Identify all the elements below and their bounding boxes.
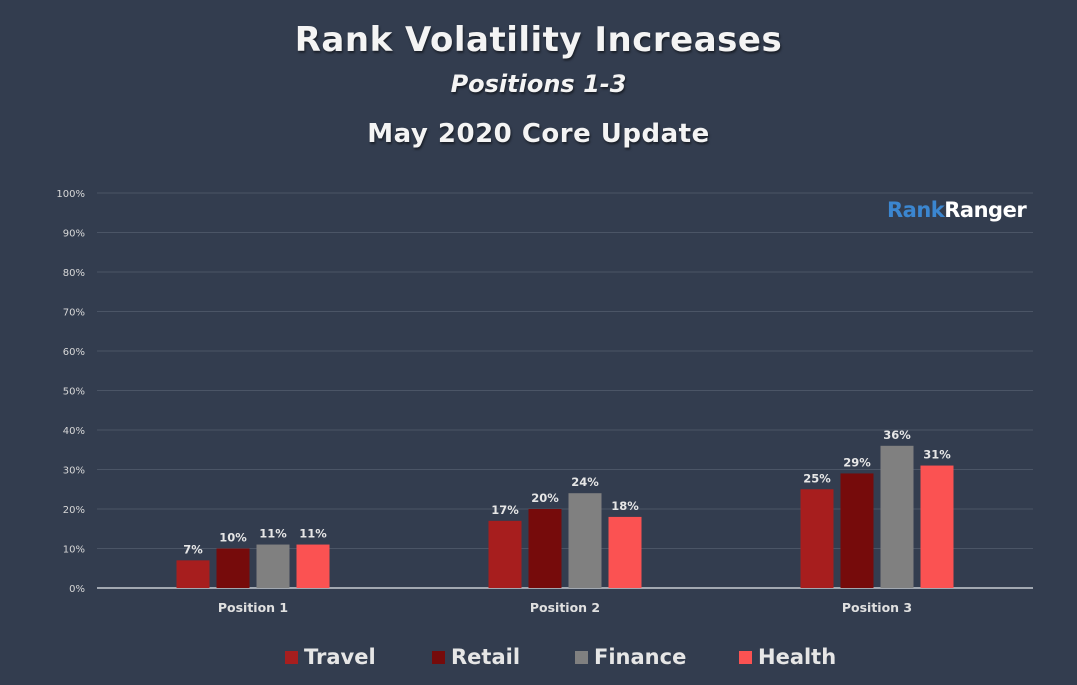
chart-title: Rank Volatility Increases <box>294 20 783 60</box>
bar <box>176 560 210 588</box>
legend-label: Finance <box>594 645 687 669</box>
y-tick-label: 50% <box>63 387 85 398</box>
legend-swatch <box>285 650 298 664</box>
data-label: 10% <box>219 531 247 545</box>
data-label: 36% <box>883 428 911 442</box>
legend-label: Health <box>758 645 837 669</box>
bars <box>176 445 954 588</box>
bar <box>528 509 562 588</box>
y-tick-label: 90% <box>63 229 85 240</box>
y-tick-label: 10% <box>63 545 85 556</box>
data-label: 11% <box>299 527 327 541</box>
rankranger-logo: RankRanger <box>887 198 1027 222</box>
data-label: 25% <box>803 471 831 485</box>
y-tick-label: 100% <box>56 189 85 200</box>
bar <box>296 544 330 588</box>
bar <box>608 516 642 588</box>
bar <box>800 489 834 588</box>
data-label: 11% <box>259 527 287 541</box>
data-label: 18% <box>611 499 639 513</box>
legend-label: Retail <box>451 645 521 669</box>
bar <box>568 493 602 588</box>
data-labels: 7% 10% 11% 11% 17% 20% 24% 18% 25% 29% 36% 31% <box>183 428 951 557</box>
gridlines <box>97 192 1033 589</box>
y-tick-label: 30% <box>63 466 85 477</box>
legend-swatch <box>575 650 588 664</box>
y-tick-label: 60% <box>63 347 85 358</box>
y-tick-label: 40% <box>63 426 85 437</box>
data-label: 20% <box>531 491 559 505</box>
data-label: 31% <box>923 448 951 462</box>
bar <box>488 520 522 588</box>
bar <box>216 548 250 588</box>
logo-part-ranger: Ranger <box>944 198 1027 222</box>
data-label: 29% <box>843 455 871 469</box>
x-tick-label: Position 2 <box>530 600 600 615</box>
y-tick-label: 20% <box>63 505 85 516</box>
bar <box>880 445 914 588</box>
bar <box>840 473 874 588</box>
y-tick-label: 80% <box>63 268 85 279</box>
data-label: 17% <box>491 503 519 517</box>
x-tick-label: Position 1 <box>218 600 288 615</box>
y-axis-ticks: 0% 10% 20% 30% 40% 50% 60% 70% 80% 90% 100% <box>56 189 85 595</box>
x-axis-ticks: Position 1 Position 2 Position 3 <box>218 600 912 615</box>
chart-subtitle: Positions 1-3 <box>450 70 627 98</box>
legend-item: Travel <box>285 645 376 669</box>
bar <box>920 465 954 588</box>
data-label: 7% <box>183 542 203 556</box>
y-tick-label: 0% <box>69 584 85 595</box>
logo-part-rank: Rank <box>887 198 945 222</box>
y-tick-label: 70% <box>63 308 85 319</box>
chart-subtitle-update: May 2020 Core Update <box>367 119 710 149</box>
legend-swatch <box>432 650 445 664</box>
legend-label: Travel <box>304 645 376 669</box>
bar <box>256 544 290 588</box>
legend-item: Retail <box>432 645 520 669</box>
legend: Travel Retail Finance Health <box>0 645 1077 675</box>
legend-item: Finance <box>575 645 686 669</box>
x-tick-label: Position 3 <box>842 600 912 615</box>
bar-chart: 0% 10% 20% 30% 40% 50% 60% 70% 80% 90% 100% 7% 10% 1… <box>56 189 1033 615</box>
data-label: 24% <box>571 475 599 489</box>
legend-swatch <box>739 650 752 664</box>
legend-item: Health <box>739 645 836 669</box>
